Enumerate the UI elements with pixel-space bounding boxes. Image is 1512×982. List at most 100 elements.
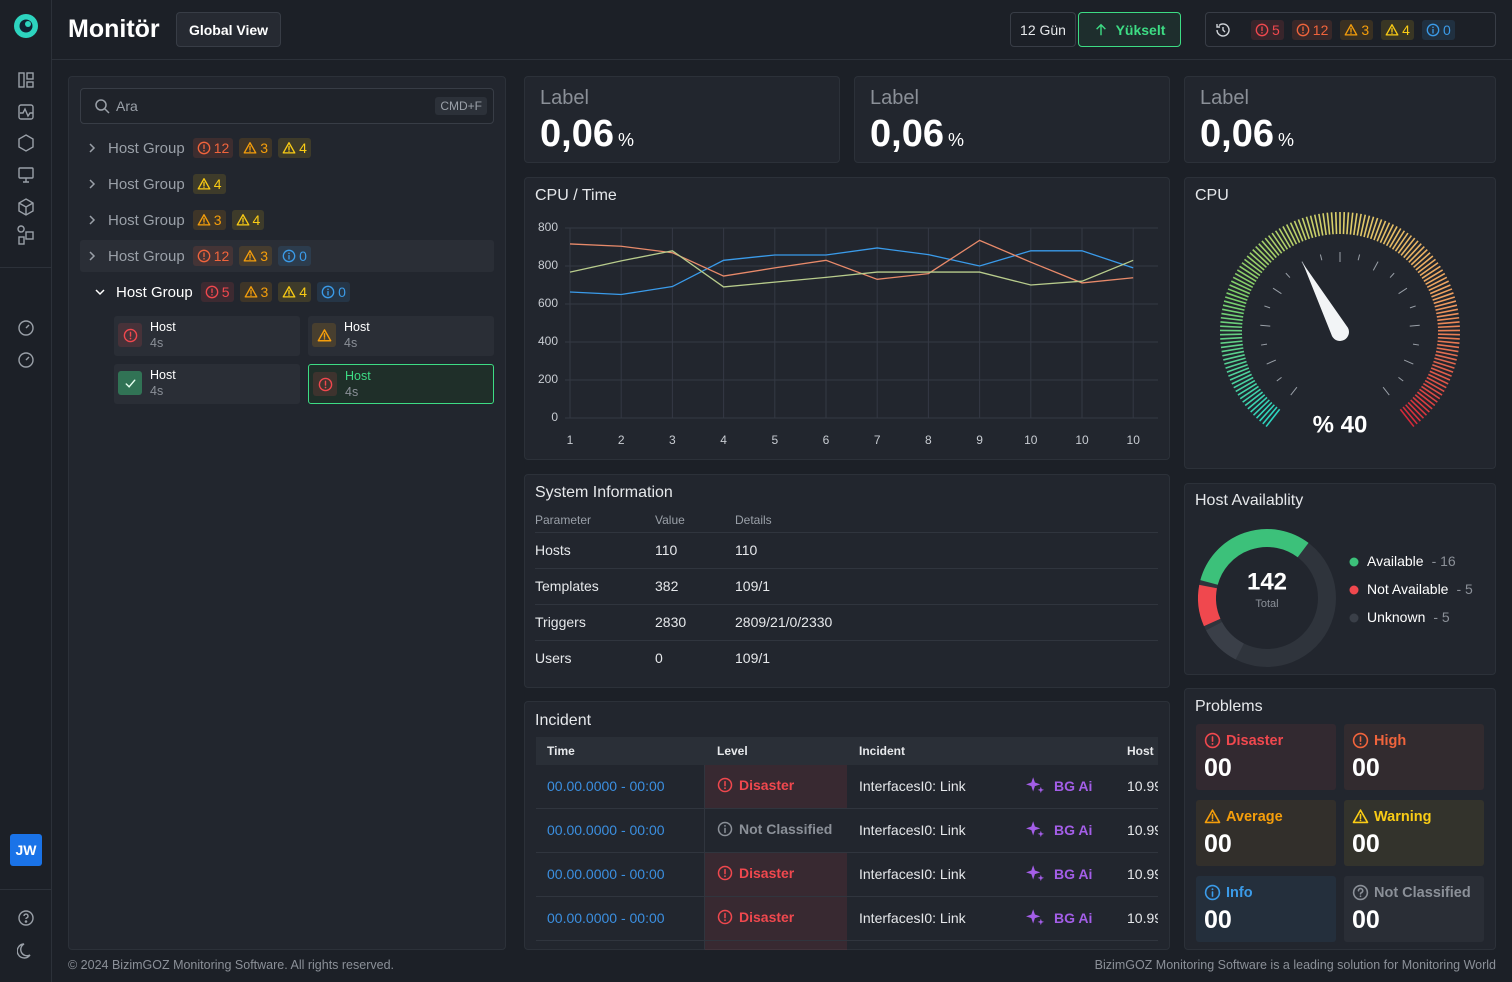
incident-time[interactable]: 00.00.0000 - 00:00 — [547, 866, 665, 882]
chevron — [95, 289, 105, 296]
problems-panel — [1184, 688, 1496, 950]
level-text: Disaster — [739, 909, 795, 925]
stat-card: Label 0,06% — [524, 76, 840, 163]
alert-counts[interactable]: 5 12 3 4 0 — [1205, 12, 1496, 47]
row-divider — [535, 532, 1158, 533]
host-group-row[interactable]: Host Group 12 3 0 — [80, 240, 494, 272]
host-group-label: Host Group — [108, 247, 185, 265]
vertical-divider — [704, 853, 705, 897]
icon — [282, 286, 296, 298]
ai-label: BG Ai — [1054, 865, 1093, 882]
stat-label: Label — [1200, 87, 1249, 109]
host-card[interactable]: Host 4s — [114, 364, 300, 404]
host-tree-panel — [68, 76, 506, 950]
sidebar: JW — [0, 0, 52, 982]
upgrade-button[interactable]: Yükselt — [1078, 12, 1181, 47]
host-age: 4s — [150, 336, 164, 350]
icon — [1204, 884, 1221, 901]
problem-label: Average — [1204, 808, 1283, 825]
period[interactable]: 12 Gün — [1010, 12, 1076, 47]
icon — [1095, 23, 1106, 35]
cpu-gauge-panel — [1184, 177, 1496, 469]
icon — [205, 285, 219, 299]
host-group-row[interactable]: Host Group 3 4 — [80, 204, 494, 236]
cell: 2809/21/0/2330 — [735, 614, 833, 630]
incident-host: 10.99 — [1127, 778, 1158, 794]
stat-value: 0,06 — [870, 113, 944, 155]
row-divider — [536, 896, 1158, 897]
problem-card[interactable]: Warning 00 — [1344, 800, 1484, 866]
problem-name: Info — [1226, 884, 1253, 901]
ai-button[interactable]: BG Ai — [1026, 864, 1092, 883]
icon — [1216, 22, 1230, 37]
problem-label: Warning — [1352, 808, 1431, 825]
problem-label: Info — [1204, 884, 1253, 901]
badge: 4 — [231, 210, 265, 230]
problem-card[interactable]: High 00 — [1344, 724, 1484, 790]
problem-card[interactable]: Disaster 00 — [1196, 724, 1336, 790]
stat-unit: % — [617, 130, 634, 150]
host-group-row[interactable]: Host Group 5 3 4 0 — [80, 276, 494, 308]
stat-value-row: 0,06% — [1200, 113, 1294, 156]
row-divider — [536, 940, 1158, 941]
incident-host: 10.99 — [1127, 822, 1158, 838]
ai-button[interactable]: BG Ai — [1026, 908, 1092, 927]
problem-card[interactable]: Average 00 — [1196, 800, 1336, 866]
host-group-row[interactable]: Host Group 12 3 4 — [80, 132, 494, 164]
incident-time[interactable]: 00.00.0000 - 00:00 — [547, 778, 665, 794]
icon — [1352, 809, 1369, 824]
incident-host: 10.99 — [1127, 910, 1158, 926]
problem-value: 00 — [1204, 830, 1232, 858]
avatar[interactable]: JW — [10, 834, 42, 866]
host-name: Host — [344, 320, 370, 334]
problem-label: Not Classified — [1352, 884, 1471, 901]
icon — [236, 214, 249, 226]
badge-count: 4 — [252, 212, 261, 228]
icon — [1026, 909, 1045, 926]
ai-button[interactable]: BG Ai — [1026, 820, 1092, 839]
badge-count: 12 — [1312, 21, 1329, 38]
vertical-divider — [704, 941, 705, 950]
icon — [95, 99, 110, 114]
badge-count: 3 — [260, 248, 269, 264]
icon — [197, 178, 211, 190]
nav-icons[interactable] — [17, 319, 35, 369]
panel-title: CPU — [1195, 187, 1229, 204]
host-name: Host — [150, 368, 176, 382]
logo[interactable] — [13, 13, 39, 39]
cell: 109/1 — [735, 578, 771, 594]
incident-table: Time Level Incident Host 00.00.0000 - 00:00 D… — [536, 737, 1158, 950]
problem-card[interactable]: Info 00 — [1196, 876, 1336, 942]
problem-card[interactable]: Not Classified 00 — [1344, 876, 1484, 942]
nav-icons[interactable] — [17, 71, 35, 251]
nav-icons[interactable] — [17, 909, 35, 959]
badge: 3 — [1340, 19, 1374, 40]
level-cell — [705, 897, 847, 941]
problem-name: Not Classified — [1374, 884, 1471, 901]
badge-count: 0 — [1442, 21, 1451, 38]
header — [52, 0, 1512, 60]
badge: 0 — [317, 282, 350, 302]
search-box[interactable]: Ara CMD+F — [80, 88, 494, 124]
incident-time[interactable]: 00.00.0000 - 00:00 — [547, 822, 665, 838]
problem-value: 00 — [1352, 754, 1380, 782]
badge: 3 — [239, 282, 273, 302]
badge-count: 4 — [213, 176, 222, 192]
host-card[interactable]: Host 4s — [308, 364, 494, 404]
icon — [123, 328, 137, 342]
icon — [197, 249, 211, 263]
view-button[interactable]: Global View — [176, 12, 281, 47]
row-divider — [535, 568, 1158, 569]
incident-time[interactable]: 00.00.0000 - 00:00 — [547, 910, 665, 926]
column-header: Parameter — [535, 513, 592, 527]
host-card[interactable]: Host 4s — [114, 316, 300, 356]
vertical-divider — [704, 809, 705, 853]
cell: Hosts — [535, 542, 571, 558]
column-header: Level — [717, 744, 748, 758]
stat-card: Label 0,06% — [1184, 76, 1496, 163]
host-group-row[interactable]: Host Group 4 — [80, 168, 494, 200]
cell: 0 — [655, 650, 663, 666]
vertical-divider — [704, 897, 705, 941]
ai-button[interactable]: BG Ai — [1026, 776, 1092, 795]
host-card[interactable]: Host 4s — [308, 316, 494, 356]
